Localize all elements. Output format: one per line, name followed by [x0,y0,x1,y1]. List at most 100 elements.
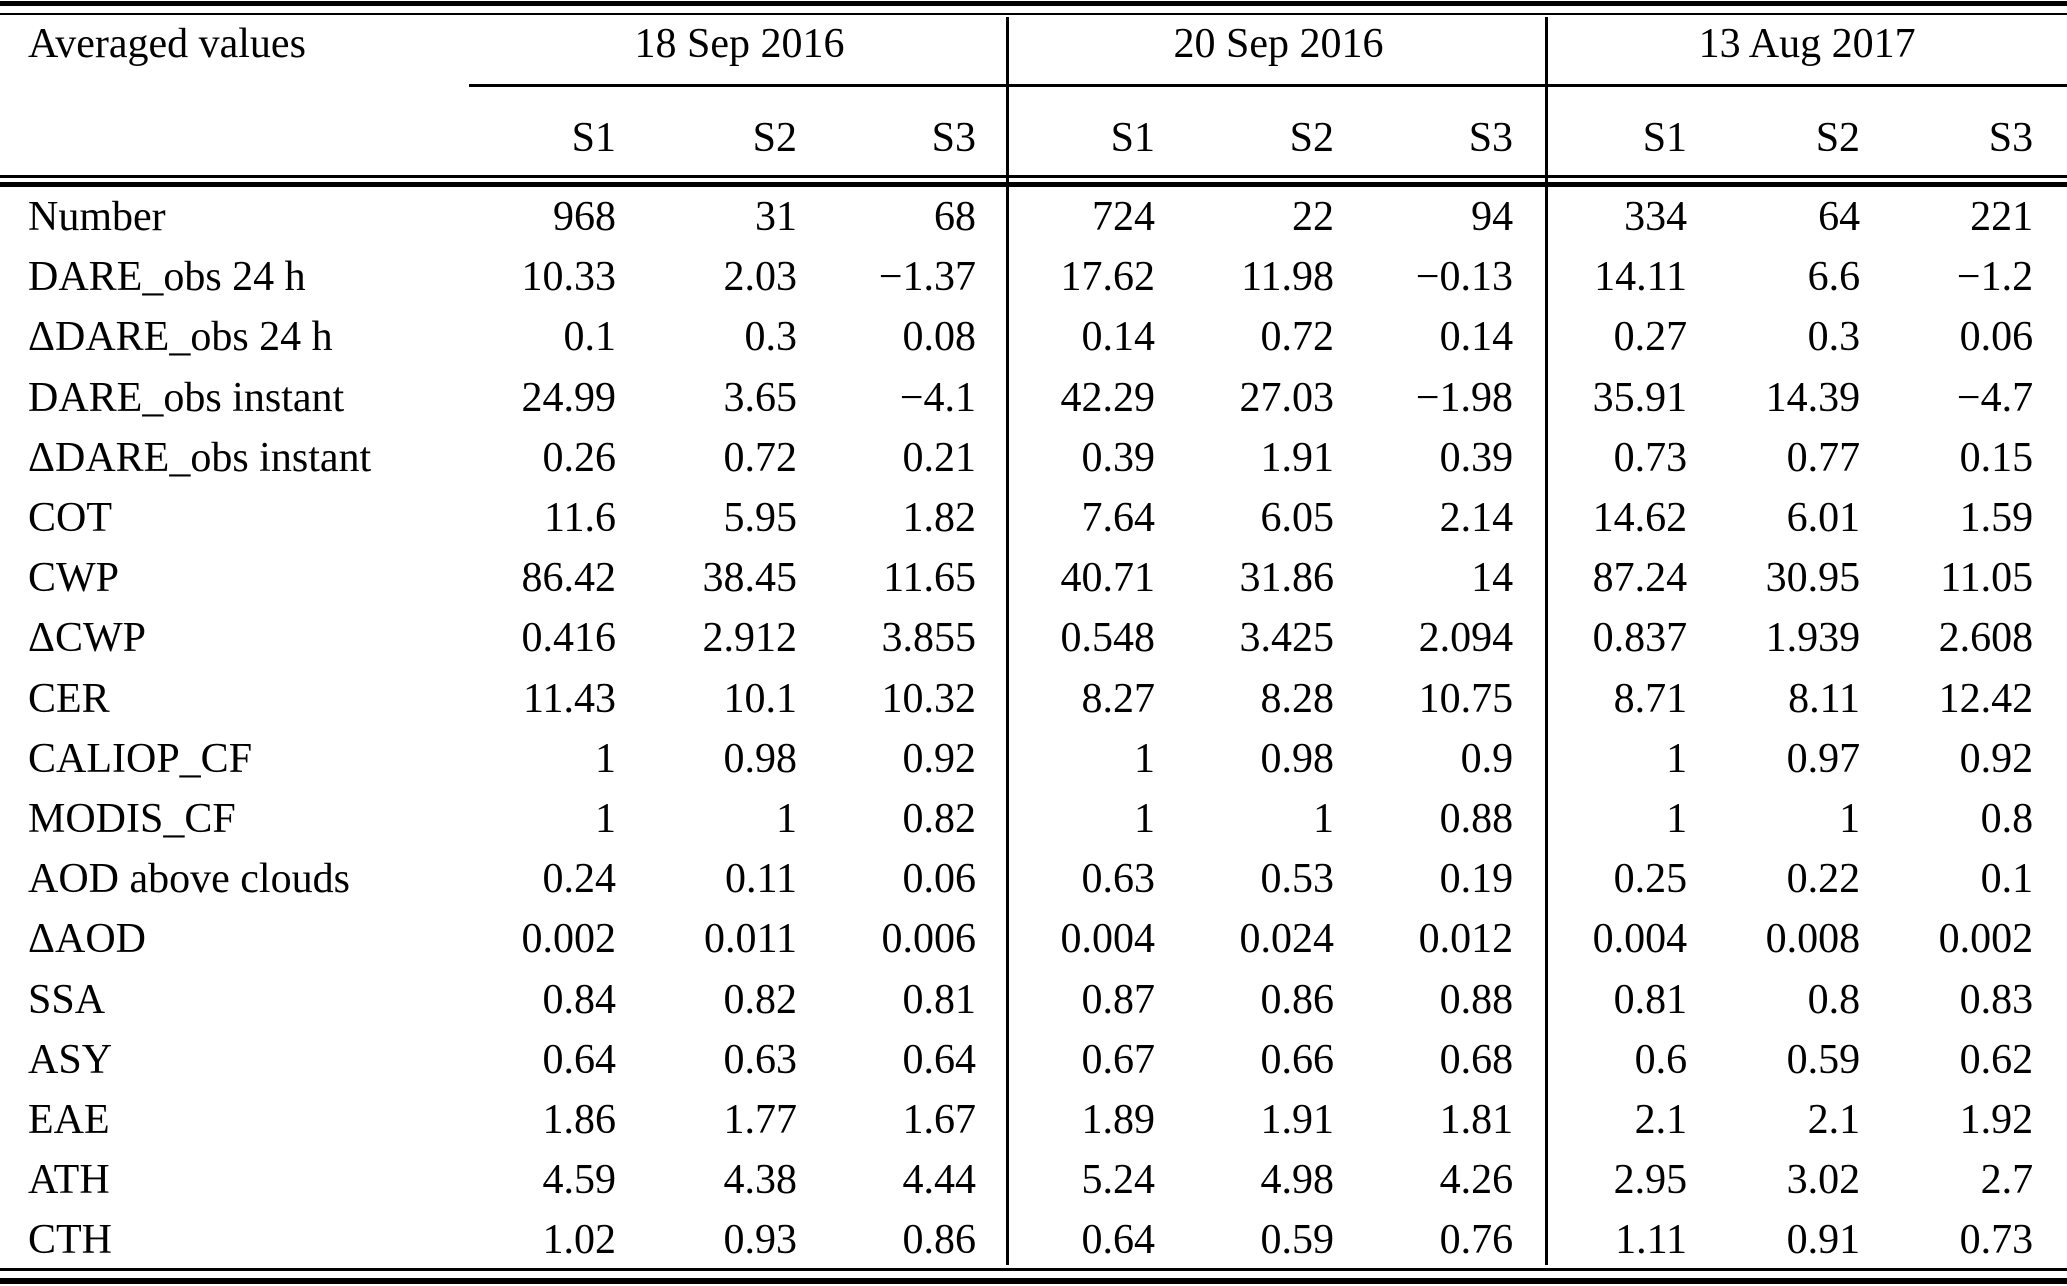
value-cell: 0.98 [723,735,798,782]
row-label: AOD above clouds [28,856,350,903]
row-label: CER [28,675,110,722]
value-cell: 0.77 [1786,434,1861,481]
row-label: COT [28,495,112,542]
table-row: CWP 86.42 38.45 11.65 40.71 31.86 14 87.24 30.95… [0,548,2067,608]
value-cell: 0.59 [1786,1036,1861,1083]
value-cell: 0.27 [1613,314,1688,361]
subcolumn-header: S2 [1815,114,1861,161]
value-cell: 1.67 [902,1096,977,1143]
subcolumn-header: S1 [1642,114,1688,161]
value-cell: −1.98 [1415,374,1514,421]
value-cell: 2.1 [1634,1096,1688,1143]
value-cell: 2.14 [1439,495,1514,542]
value-cell: 6.05 [1260,495,1335,542]
table-row: DARE_obs instant 24.99 3.65 −4.1 42.29 27.03 −… [0,368,2067,428]
row-label: ASY [28,1036,113,1083]
top-rule-thick [0,1,2067,6]
value-cell: 14 [1471,555,1514,602]
value-cell: 42.29 [1060,374,1156,421]
row-label: ΔCWP [28,615,147,662]
value-cell: 8.11 [1788,675,1861,722]
value-cell: 1.939 [1765,615,1861,662]
value-cell: 1 [1313,795,1335,842]
value-cell: 0.19 [1439,856,1514,903]
value-cell: 0.011 [704,916,797,963]
value-cell: 0.88 [1439,976,1514,1023]
subcolumn-header: S3 [931,114,977,161]
value-cell: 14.62 [1592,495,1688,542]
value-cell: 1 [595,735,616,782]
table-row: SSA 0.84 0.82 0.81 0.87 0.86 0.88 0.81 0.8 0.83 [0,969,2067,1029]
value-cell: 24.99 [521,374,617,421]
bottom-rule-thick [0,1278,2067,1284]
value-cell: 1 [595,795,616,842]
date-header-13-aug-2017: 13 Aug 2017 [1698,21,1916,67]
value-cell: 0.3 [1807,314,1861,361]
value-cell: 8.27 [1081,675,1156,722]
value-cell: 0.62 [1959,1036,2034,1083]
row-label: Number [28,194,166,241]
value-cell: 3.425 [1239,615,1335,662]
value-cell: 1.82 [902,495,977,542]
value-cell: 31.86 [1239,555,1335,602]
table-row: CER 11.43 10.1 10.32 8.27 8.28 10.75 8.71 8.11 12… [0,669,2067,729]
value-cell: 4.59 [542,1157,617,1204]
value-cell: 68 [934,194,977,241]
table-row: MODIS_CF 1 1 0.82 1 1 0.88 1 1 0.8 [0,789,2067,849]
bottom-rule-thin [0,1268,2067,1271]
value-cell: 0.39 [1081,434,1156,481]
value-cell: 7.64 [1081,495,1156,542]
header-body-rule-thick [0,182,2067,187]
row-label: CALIOP_CF [28,735,253,782]
value-cell: 0.53 [1260,856,1335,903]
value-cell: 3.855 [881,615,977,662]
table-row: ATH 4.59 4.38 4.44 5.24 4.98 4.26 2.95 3.02 2.7 [0,1150,2067,1210]
value-cell: 6.01 [1786,495,1861,542]
value-cell: 0.25 [1613,856,1688,903]
value-cell: 0.06 [1959,314,2034,361]
value-cell: 5.24 [1081,1157,1156,1204]
value-cell: 0.84 [542,976,617,1023]
value-cell: 0.98 [1260,735,1335,782]
group-separator-2 [1545,17,1548,1265]
value-cell: 0.11 [725,856,797,903]
value-cell: −1.37 [878,254,977,301]
value-cell: 0.73 [1613,434,1688,481]
value-cell: 0.72 [1260,314,1335,361]
value-cell: 40.71 [1060,555,1156,602]
cmidrule-20-sep-2016 [1008,84,1546,87]
value-cell: 1.59 [1959,495,2034,542]
value-cell: 0.004 [1060,916,1156,963]
value-cell: 1 [1839,795,1861,842]
header-body-rule-thin [0,175,2067,178]
row-label: MODIS_CF [28,795,236,842]
value-cell: 0.004 [1592,916,1688,963]
value-cell: 4.26 [1439,1157,1514,1204]
value-cell: 1.81 [1439,1096,1514,1143]
value-cell: 0.86 [902,1217,977,1264]
value-cell: 1.77 [723,1096,798,1143]
value-cell: 0.14 [1081,314,1156,361]
value-cell: 0.73 [1959,1217,2034,1264]
value-cell: 2.03 [723,254,798,301]
value-cell: 4.44 [902,1157,977,1204]
value-cell: 0.8 [1980,795,2034,842]
value-cell: 14.39 [1765,374,1861,421]
value-cell: 221 [1970,194,2034,241]
value-cell: 0.1 [563,314,617,361]
value-cell: 0.64 [542,1036,617,1083]
subcolumn-header: S3 [1468,114,1514,161]
value-cell: 0.67 [1081,1036,1156,1083]
value-cell: 1 [1666,795,1688,842]
row-label: ΔDARE_obs 24 h [28,314,333,361]
value-cell: 35.91 [1592,374,1688,421]
value-cell: 12.42 [1938,675,2034,722]
table-row: CTH 1.02 0.93 0.86 0.64 0.59 0.76 1.11 0.91 0.73 [0,1210,2067,1270]
value-cell: 0.97 [1786,735,1861,782]
empty-corner-cell [0,88,469,187]
value-cell: 5.95 [723,495,798,542]
table-row: AOD above clouds 0.24 0.11 0.06 0.63 0.53 0.19… [0,849,2067,909]
value-cell: 0.93 [723,1217,798,1264]
table-row: ΔCWP 0.416 2.912 3.855 0.548 3.425 2.094 0.837 1… [0,608,2067,668]
value-cell: 22 [1292,194,1335,241]
